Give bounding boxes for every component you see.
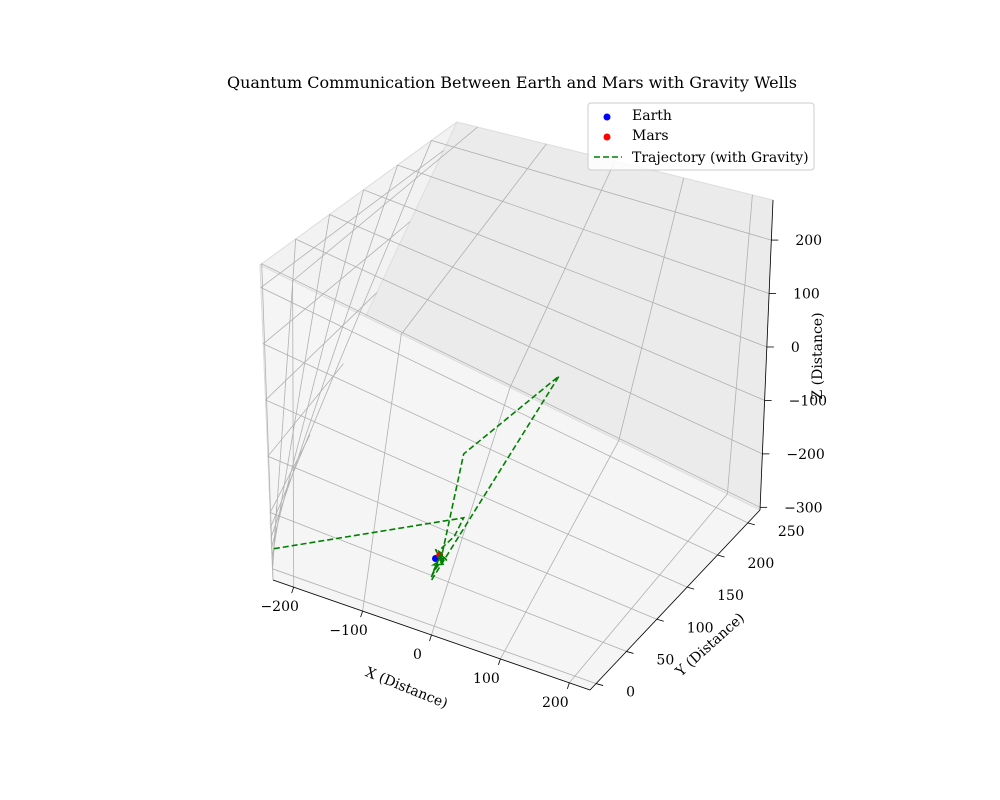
z-grid-line	[270, 140, 772, 528]
y-tick-label: 50	[656, 652, 674, 668]
x-tick-label: −200	[260, 599, 298, 615]
legend-label-mars: Mars	[632, 128, 669, 144]
z-grid-line	[261, 263, 761, 580]
z-axis-line	[759, 199, 774, 511]
y-tick-label: 250	[778, 524, 805, 540]
x-tick-label: 0	[413, 647, 422, 663]
x-tick-mark	[360, 610, 363, 618]
z-grid-line	[271, 189, 767, 549]
y-tick-mark	[747, 522, 755, 526]
legend-label-trajectory: Trajectory (with Gravity)	[632, 150, 809, 166]
y-tick-label: 150	[717, 588, 744, 604]
z-tick-label: −300	[784, 500, 822, 516]
x-tick-label: 100	[473, 671, 500, 687]
y-tick-mark	[626, 651, 634, 654]
z-grid-line	[271, 213, 765, 559]
axes-panes	[259, 121, 774, 691]
legend-marker-earth	[603, 113, 611, 121]
y-tick-label: 200	[748, 556, 775, 572]
legend-label-earth: Earth	[632, 108, 672, 124]
x-tick-mark	[566, 682, 570, 689]
legend-frame	[587, 102, 815, 171]
z-tick-label: 200	[795, 233, 822, 249]
x-tick-mark	[429, 634, 432, 642]
tick-labels: −200−10001002000501001502002502001000−10…	[260, 233, 827, 711]
y-tick-mark	[595, 683, 604, 686]
x-grid-line	[568, 194, 753, 684]
y-tick-mark	[687, 586, 695, 590]
x-grid-line	[431, 160, 616, 636]
y-grid-line	[264, 292, 688, 588]
y-tick-mark	[717, 554, 725, 558]
y-grid-line	[267, 363, 657, 620]
z-grid-line	[272, 238, 763, 570]
legend-marker-mars	[603, 133, 611, 141]
y-tick-label: 0	[626, 685, 635, 701]
y-tick-mark	[656, 618, 664, 622]
grid-lines	[260, 126, 772, 684]
y-axis-line	[589, 509, 761, 691]
y-grid-line	[262, 221, 718, 556]
x-tick-mark	[291, 587, 295, 594]
z-tick-label: −200	[786, 447, 824, 463]
trajectory-line	[273, 375, 560, 581]
x-tick-mark	[498, 658, 501, 666]
x-grid-line	[362, 143, 547, 612]
legend: Earth Mars Trajectory (with Gravity)	[587, 102, 815, 171]
z-tick-label: 0	[791, 340, 800, 356]
z-tick-label: 100	[793, 287, 820, 303]
y-grid-line	[260, 150, 749, 524]
x-tick-label: 200	[542, 695, 569, 711]
z-grid-line	[270, 164, 770, 539]
z-axis-label: Z (Distance)	[810, 312, 826, 399]
y-tick-label: 100	[687, 620, 714, 636]
plot-data	[273, 375, 560, 581]
chart-title: Quantum Communication Between Earth and …	[227, 73, 797, 92]
x-tick-label: −100	[329, 623, 367, 639]
x-grid-line	[500, 177, 685, 660]
z-tick-label: −100	[789, 393, 827, 409]
